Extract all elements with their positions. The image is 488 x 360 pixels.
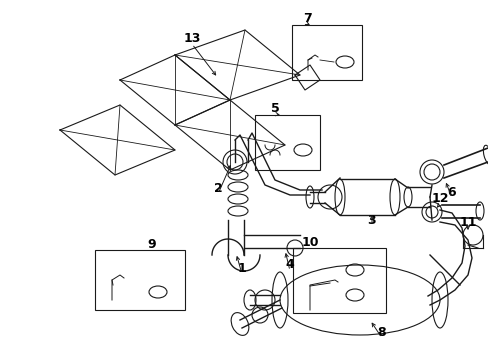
Text: 11: 11 <box>458 216 476 229</box>
Text: 3: 3 <box>367 213 376 226</box>
Polygon shape <box>175 30 299 100</box>
Bar <box>292 248 385 313</box>
Text: 6: 6 <box>447 185 455 198</box>
Text: 9: 9 <box>147 238 156 251</box>
Bar <box>254 115 319 170</box>
Text: 2: 2 <box>213 181 222 194</box>
Polygon shape <box>175 100 285 170</box>
Text: 7: 7 <box>303 12 312 24</box>
Text: 8: 8 <box>377 325 386 338</box>
Text: 12: 12 <box>430 192 448 204</box>
Bar <box>95 250 184 310</box>
Text: 13: 13 <box>183 31 200 45</box>
Text: 10: 10 <box>301 235 318 248</box>
Text: 5: 5 <box>270 102 279 114</box>
Polygon shape <box>294 65 319 90</box>
Polygon shape <box>120 55 229 125</box>
Polygon shape <box>60 105 175 175</box>
Bar <box>291 25 361 80</box>
Text: 4: 4 <box>285 258 294 271</box>
Text: 1: 1 <box>237 261 246 274</box>
